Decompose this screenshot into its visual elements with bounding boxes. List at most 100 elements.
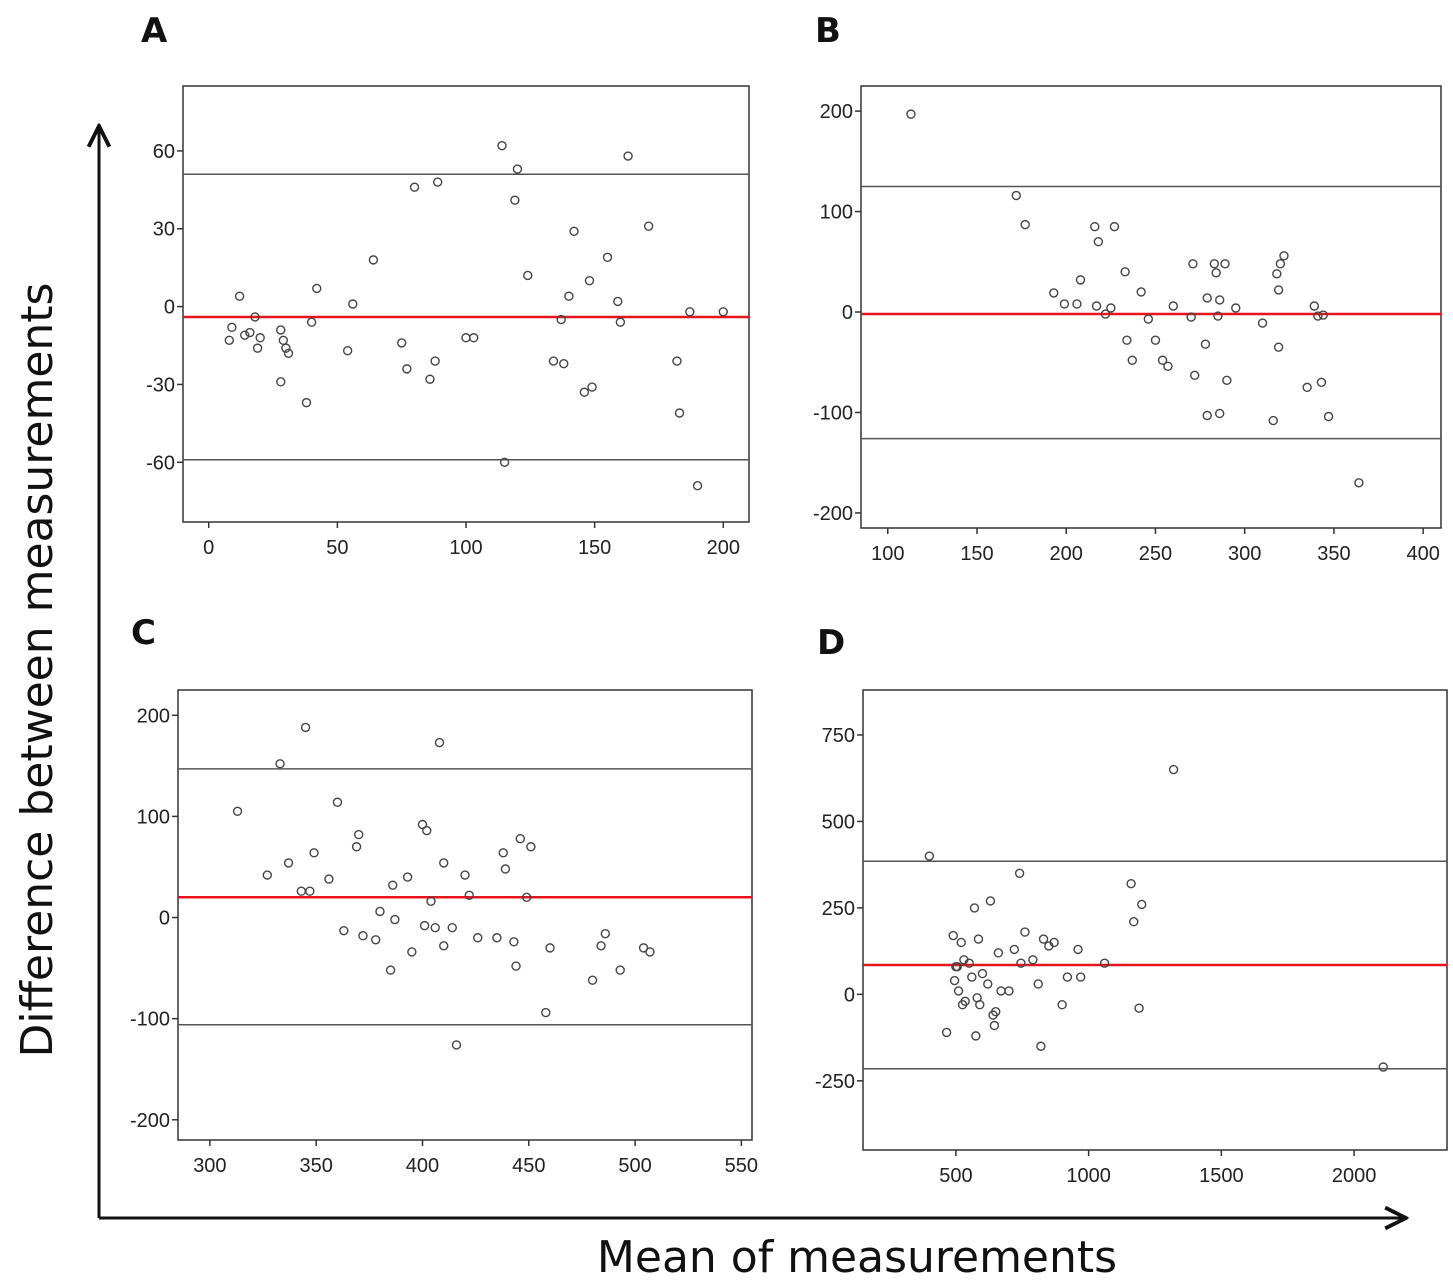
xtick-label-a-3: 150 [578,537,611,559]
xtick-label-b-1: 150 [960,543,993,565]
data-point-d-17 [975,1000,985,1010]
plot-frame-d [862,689,1448,1151]
data-point-b-11 [1106,303,1116,313]
data-point-d-28 [1014,868,1025,879]
data-point-a-41 [613,296,623,307]
ytick-label-b-1: 100 [820,202,853,224]
data-point-c-31 [464,890,474,900]
data-point-a-43 [623,151,633,161]
ytick-label-d-3: 0 [844,984,855,1006]
data-point-c-36 [509,937,519,947]
data-point-d-33 [1036,1041,1046,1051]
data-point-a-30 [512,164,523,174]
data-point-b-23 [1188,259,1198,269]
data-point-b-42 [1279,251,1289,261]
data-point-b-27 [1202,410,1212,421]
data-point-b-16 [1136,287,1146,297]
plot-frame-c [177,689,753,1141]
plot-frame-b [860,85,1442,529]
data-point-a-48 [692,480,703,491]
data-point-a-29 [510,195,520,205]
xtick-label-c-2: 400 [406,1155,439,1177]
data-point-b-36 [1257,318,1268,328]
data-point-d-38 [1062,972,1073,982]
data-point-c-45 [600,929,611,939]
data-point-c-18 [390,914,400,925]
data-point-d-45 [1137,899,1147,910]
data-point-d-39 [1073,944,1083,955]
data-point-d-18 [977,968,988,979]
data-point-c-38 [515,833,525,844]
data-point-b-41 [1275,259,1286,269]
ytick-label-c-3: -100 [130,1009,170,1031]
ytick-label-a-2: 0 [164,297,175,319]
data-point-c-17 [388,880,398,890]
ytick-label-b-3: -100 [813,402,853,424]
xtick-label-a-1: 50 [326,537,348,559]
data-point-d-25 [996,986,1006,996]
data-point-a-21 [409,182,420,192]
data-point-b-8 [1091,301,1102,311]
xtick-label-c-1: 350 [299,1155,332,1177]
plot-d: 750 500 250 0 -250 500 1000 1500 2000 [815,725,1447,1187]
data-point-d-31 [1028,955,1038,965]
data-point-d-12 [967,972,977,982]
data-point-a-3 [240,330,250,340]
data-point-b-3 [1049,288,1059,298]
data-point-c-32 [473,933,483,943]
data-point-d-27 [1009,944,1020,955]
data-point-c-19 [402,872,413,882]
data-point-d-19 [983,979,993,989]
data-point-b-20 [1163,361,1173,371]
panel-d: D 750 500 250 0 -250 500 1000 1500 2000 [815,623,1448,1187]
data-point-a-17 [348,299,358,309]
data-point-b-34 [1222,375,1232,386]
data-point-a-42 [615,317,626,327]
data-point-a-23 [430,356,440,366]
data-point-c-15 [375,906,385,917]
data-point-b-15 [1127,355,1137,365]
data-point-a-31 [523,270,533,281]
data-point-c-14 [371,935,381,945]
data-point-d-7 [956,937,966,948]
data-point-b-4 [1059,299,1070,309]
data-point-c-35 [500,864,511,874]
data-point-b-1 [1011,190,1021,201]
data-point-d-36 [1049,937,1059,948]
data-point-d-43 [1129,917,1139,927]
data-point-d-30 [1020,927,1030,937]
data-point-c-0 [232,806,243,817]
data-point-c-5 [300,722,311,733]
data-point-c-13 [358,931,368,941]
data-point-a-2 [234,291,245,301]
data-point-a-11 [281,343,291,353]
data-point-b-48 [1323,411,1334,422]
data-point-d-26 [1004,986,1014,996]
data-point-b-26 [1202,293,1212,303]
data-point-c-48 [645,947,655,957]
data-point-d-37 [1057,1000,1067,1010]
panel-letter-a: A [141,11,168,51]
data-point-a-24 [433,177,443,187]
xtick-label-b-0: 100 [871,543,904,565]
ytick-label-b-2: 0 [842,302,853,324]
data-point-d-42 [1126,878,1136,889]
data-point-c-34 [498,848,508,858]
xtick-label-d-3: 2000 [1332,1165,1377,1187]
data-point-b-6 [1075,275,1086,285]
data-point-d-44 [1134,1003,1144,1013]
data-point-c-20 [407,947,417,957]
data-point-d-16 [973,934,984,944]
data-point-a-7 [255,333,265,343]
data-point-a-10 [278,335,289,346]
panel-letter-c: C [131,613,156,653]
data-point-a-16 [342,346,353,356]
data-point-d-2 [948,930,958,941]
data-point-d-20 [985,896,996,906]
xtick-label-b-5: 350 [1317,543,1350,565]
data-point-d-11 [964,958,974,968]
data-point-c-43 [587,975,598,985]
data-point-c-49 [451,1040,462,1050]
data-point-d-41 [1099,958,1110,968]
data-point-b-7 [1090,221,1100,232]
